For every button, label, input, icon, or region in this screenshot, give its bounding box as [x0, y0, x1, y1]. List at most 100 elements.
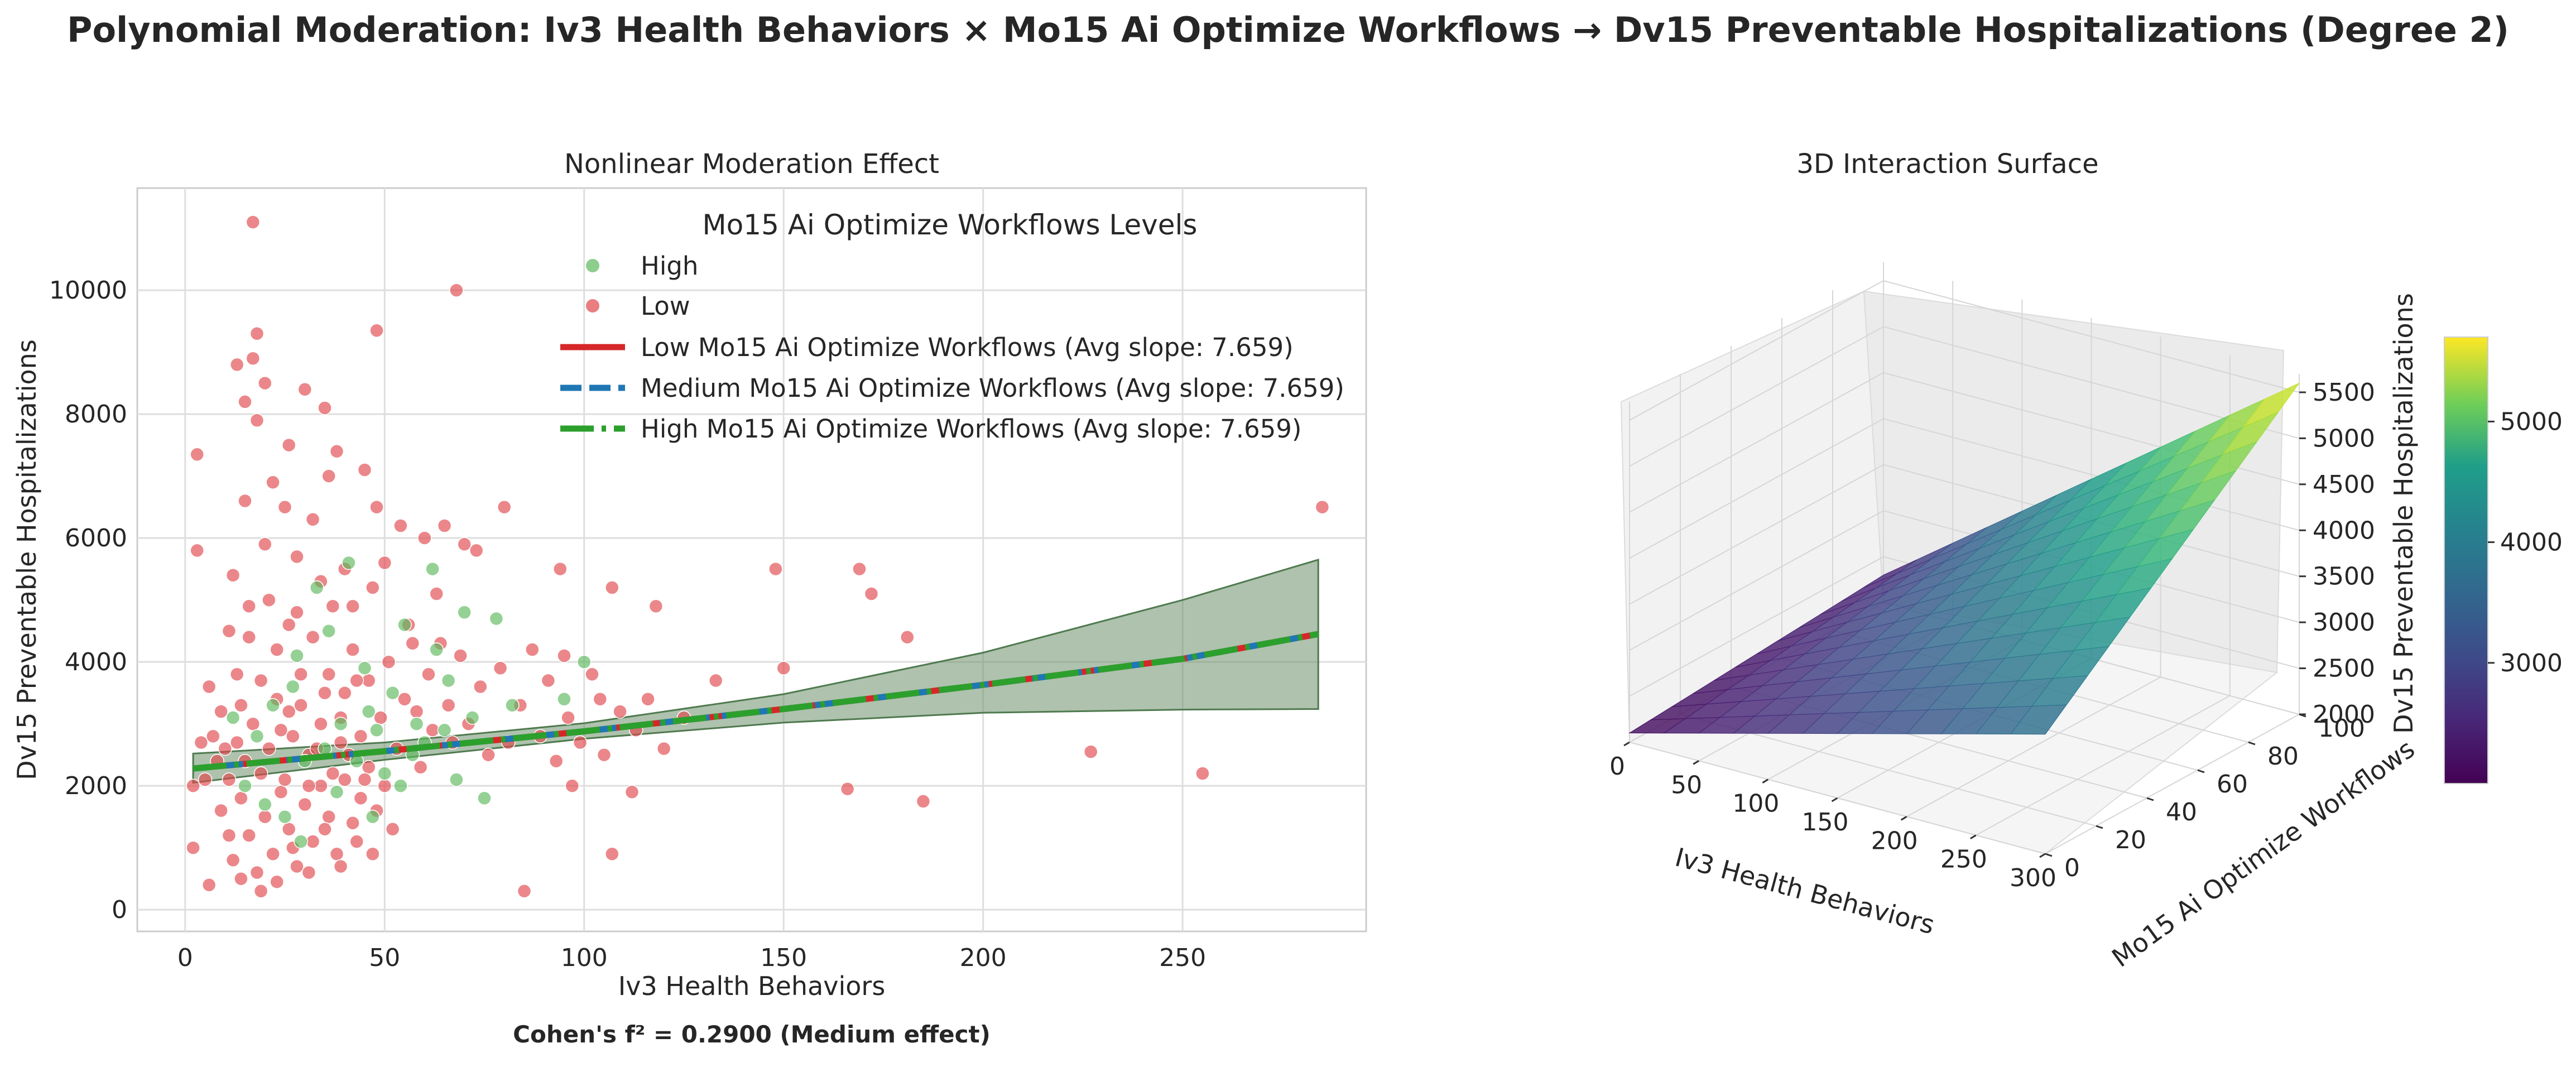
scatter-point-low	[290, 859, 304, 874]
scatter-point-high	[258, 797, 272, 812]
scatter-point-high	[249, 729, 265, 744]
scatter-point-low	[776, 661, 791, 676]
scatter-point-high	[465, 710, 480, 725]
y-tick-mark	[2197, 769, 2205, 773]
scatter-point-low	[281, 617, 296, 632]
scatter-point-low	[301, 865, 316, 880]
scatter-point-low	[281, 822, 296, 837]
colorbar-tick-label: 3000	[2500, 649, 2563, 677]
scatter-point-high	[357, 661, 372, 676]
scatter-point-high	[366, 809, 380, 824]
scatter-point-low	[613, 704, 627, 719]
scatter-point-low	[333, 859, 348, 874]
x-tick-mark	[1623, 741, 1630, 747]
scatter-point-low	[377, 555, 392, 570]
scatter-point-low	[425, 723, 440, 738]
scatter-point-low	[417, 531, 432, 545]
wall-gridline-z	[1629, 280, 2300, 421]
surface-z-tick-label: 2500	[2313, 655, 2375, 683]
y-tick-label: 8000	[65, 400, 127, 429]
scatter-point-low	[840, 781, 855, 796]
scatter-point-low	[624, 785, 640, 800]
left-y-axis-label: Dv15 Preventable Hospitalizations	[12, 339, 42, 780]
x-tick-mark	[1970, 834, 1977, 839]
scatter-point-low	[222, 828, 237, 843]
scatter-point-low	[325, 766, 340, 781]
scatter-point-low	[190, 543, 204, 558]
scatter-point-low	[525, 642, 540, 657]
scatter-point-low	[864, 587, 879, 601]
scatter-point-low	[349, 673, 364, 688]
moderation-scatter-panel: Nonlinear Moderation Effect 0 50 100 150 200…	[12, 148, 1367, 1048]
scatter-point-low	[381, 655, 396, 669]
scatter-point-low	[329, 847, 344, 862]
left-plot-area	[136, 187, 1367, 933]
legend-label-low-line: Low Mo15 Ai Optimize Workflows (Avg slop…	[641, 333, 1294, 362]
scatter-point-low	[656, 741, 671, 756]
scatter-point-low	[357, 463, 372, 477]
interaction-surface-panel: 3D Interaction Surface 05010015020025030…	[1609, 148, 2563, 973]
scatter-point-low	[321, 469, 336, 483]
x-tick-label: 250	[1159, 944, 1206, 972]
scatter-point-low	[585, 667, 599, 682]
surface-x-axis-label: Iv3 Health Behaviors	[1672, 842, 1938, 940]
scatter-point-high	[286, 679, 300, 694]
scatter-point-low	[281, 438, 296, 453]
scatter-point-low	[234, 698, 248, 713]
left-panel-title: Nonlinear Moderation Effect	[564, 148, 939, 180]
left-x-axis-label: Iv3 Health Behaviors	[618, 971, 886, 1001]
scatter-point-low	[1083, 744, 1098, 759]
scatter-point-low	[246, 215, 261, 229]
scatter-point-low	[597, 747, 612, 762]
scatter-point-low	[349, 834, 364, 849]
scatter-point-low	[253, 673, 268, 688]
scatter-point-low	[270, 874, 284, 889]
scatter-point-low	[768, 561, 783, 576]
scatter-point-low	[321, 667, 336, 682]
scatter-point-low	[262, 741, 276, 756]
scatter-point-high	[437, 723, 452, 738]
y-tick-label: 4000	[65, 648, 127, 676]
scatter-point-high	[449, 772, 464, 787]
scatter-point-high	[361, 704, 376, 719]
surface-y-tick-label: 0	[2064, 854, 2080, 882]
scatter-point-high	[409, 717, 424, 731]
surface-y-tick-label: 40	[2166, 798, 2197, 826]
scatter-point-low	[413, 760, 428, 775]
scatter-point-low	[249, 865, 265, 880]
scatter-point-low	[229, 735, 244, 750]
scatter-point-low	[305, 630, 320, 645]
scatter-point-low	[294, 698, 308, 713]
scatter-point-low	[345, 816, 360, 830]
scatter-point-low	[318, 685, 332, 700]
scatter-point-high	[333, 717, 348, 731]
scatter-point-low	[201, 878, 217, 892]
scatter-point-low	[329, 444, 344, 459]
scatter-point-low	[266, 475, 280, 490]
scatter-point-low	[229, 357, 244, 372]
scatter-point-low	[457, 537, 472, 552]
scatter-point-low	[249, 413, 265, 428]
scatter-point-low	[405, 636, 420, 651]
legend-marker-low	[586, 299, 599, 313]
scatter-point-low	[366, 580, 380, 595]
scatter-point-low	[517, 884, 532, 898]
scatter-point-high	[238, 778, 252, 793]
scatter-point-low	[242, 599, 256, 614]
scatter-point-high	[266, 698, 280, 713]
x-tick-label: 150	[760, 944, 807, 972]
colorbar-tick-label: 5000	[2500, 407, 2563, 436]
scatter-point-low	[397, 692, 412, 706]
surface-z-tick-label: 5000	[2313, 424, 2375, 453]
scatter-point-low	[369, 323, 384, 338]
scatter-point-low	[253, 766, 268, 781]
surface-x-tick-label: 100	[1732, 790, 1779, 818]
scatter-point-high	[393, 778, 408, 793]
x-tick-label: 200	[960, 944, 1007, 972]
scatter-point-low	[593, 692, 608, 706]
scatter-point-low	[361, 673, 376, 688]
scatter-point-high	[505, 698, 520, 713]
scatter-point-low	[708, 673, 723, 688]
legend: Mo15 Ai Optimize Workflows Levels High L…	[560, 209, 1344, 444]
scatter-point-high	[277, 809, 292, 824]
